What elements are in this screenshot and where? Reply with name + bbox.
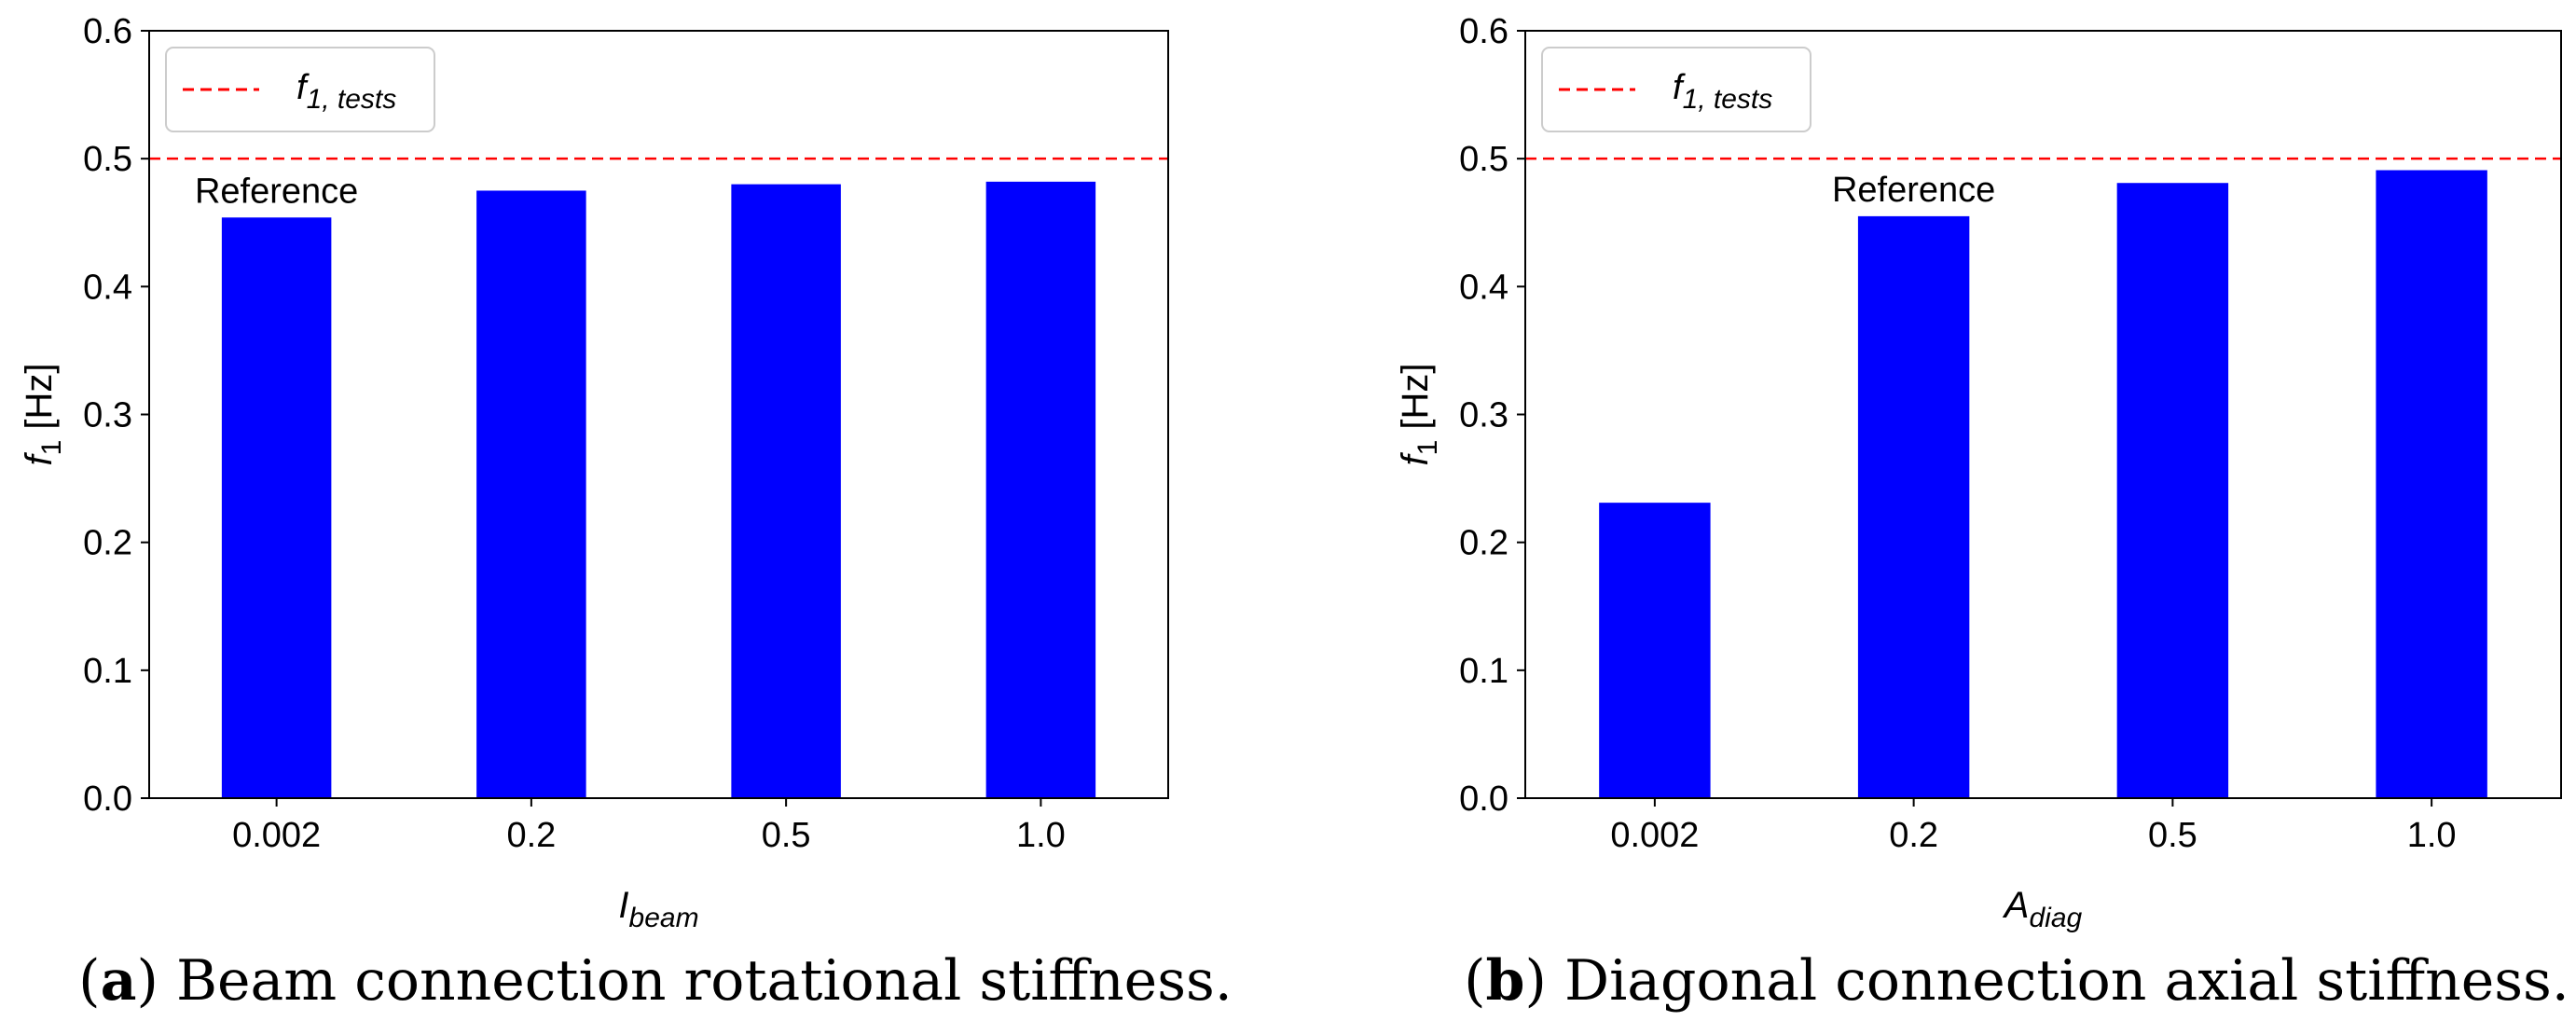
panel-caption: (b) Diagonal connection axial stiffness.	[1464, 948, 2569, 1014]
legend-label-main: f	[296, 68, 310, 107]
caption-paren-open: (	[78, 948, 100, 1014]
bar-0.2	[1857, 215, 1970, 798]
x-axis-label-sub: diag	[2029, 903, 2082, 933]
bar-1.0	[2376, 170, 2487, 799]
y-tick-label: 0.2	[83, 524, 132, 563]
y-tick-label: 0.6	[83, 12, 132, 51]
bar-0.5	[731, 184, 841, 799]
panel-caption: (a) Beam connection rotational stiffness…	[78, 948, 1233, 1014]
x-tick-label: 0.002	[232, 816, 321, 855]
y-tick-label: 0.2	[1459, 524, 1508, 563]
x-axis-label-sub: beam	[629, 903, 699, 933]
chart-panel-a: Reference 0.0 0.1 0.2 0.3 0.4 0.5 0.6 0.002 0.2 0.…	[19, 12, 1233, 1014]
caption-letter: a	[101, 948, 137, 1014]
legend-label: f1, tests	[296, 68, 396, 115]
caption-text: Beam connection rotational stiffness.	[176, 948, 1233, 1014]
reference-annotation: Reference	[1832, 171, 1995, 210]
caption-letter: b	[1486, 948, 1525, 1014]
legend-box	[165, 47, 435, 132]
x-tick-label: 0.2	[506, 816, 556, 855]
x-axis-label-main: A	[2003, 885, 2030, 926]
x-axis-label: Adiag	[2003, 885, 2083, 933]
legend-label-sub: 1, tests	[307, 84, 397, 115]
y-axis-label: f1 [Hz]	[19, 363, 67, 465]
bar-0.002	[221, 217, 332, 799]
y-axis-label: f1 [Hz]	[1395, 363, 1443, 465]
x-tick-label: 0.2	[1889, 816, 1938, 855]
x-tick-label: 0.5	[762, 816, 811, 855]
y-tick-label: 0.4	[1459, 268, 1508, 307]
y-axis-label-unit: [Hz]	[1395, 363, 1436, 439]
x-axis-label-main: I	[618, 885, 628, 926]
y-tick-label: 0.5	[1459, 140, 1508, 179]
reference-annotation: Reference	[195, 172, 358, 211]
bar-1.0	[985, 181, 1096, 798]
y-axis-label-sub: 1	[36, 440, 67, 456]
caption-paren-open: (	[1464, 948, 1485, 1014]
chart-panel-b: Reference 0.0 0.1 0.2 0.3 0.4 0.5 0.6 0.002 0.2 0.…	[1395, 12, 2569, 1014]
legend-label-main: f	[1673, 68, 1686, 107]
bar-0.5	[2116, 183, 2229, 798]
caption-text: Diagonal connection axial stiffness.	[1564, 948, 2569, 1014]
y-tick-label: 0.5	[83, 140, 132, 179]
y-tick-label: 0.3	[1459, 396, 1508, 435]
y-tick-label: 0.4	[83, 268, 132, 307]
y-tick-label: 0.1	[83, 652, 132, 691]
x-tick-label: 1.0	[1016, 816, 1066, 855]
y-tick-label: 0.0	[1459, 780, 1508, 819]
x-tick-label: 0.5	[2148, 816, 2197, 855]
caption-paren-close: )	[136, 948, 175, 1014]
y-axis-label-sub: 1	[1412, 440, 1443, 456]
legend-label-sub: 1, tests	[1683, 84, 1773, 115]
y-tick-label: 0.3	[83, 396, 132, 435]
legend: f1, tests	[1541, 47, 1811, 132]
bar-0.2	[476, 190, 586, 799]
x-tick-label: 0.002	[1610, 816, 1699, 855]
caption-paren-close: )	[1525, 948, 1564, 1014]
legend-label: f1, tests	[1673, 68, 1772, 115]
y-tick-label: 0.6	[1459, 12, 1508, 51]
bar-0.002	[1599, 503, 1711, 798]
y-tick-label: 0.0	[83, 780, 132, 819]
legend-box	[1541, 47, 1811, 132]
x-tick-label: 1.0	[2407, 816, 2457, 855]
y-axis-label-unit: [Hz]	[19, 363, 60, 439]
legend: f1, tests	[165, 47, 435, 132]
y-tick-label: 0.1	[1459, 652, 1508, 691]
x-axis-label: Ibeam	[618, 885, 698, 933]
